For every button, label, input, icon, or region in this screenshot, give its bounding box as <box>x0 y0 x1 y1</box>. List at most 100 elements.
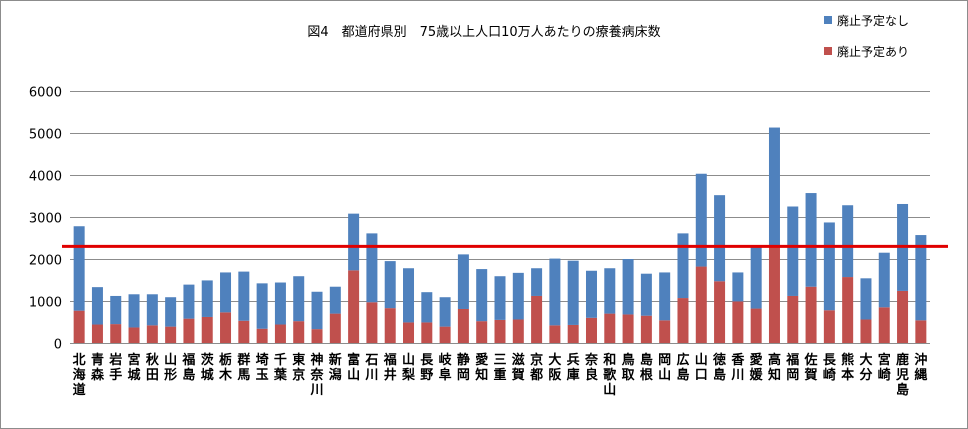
x-tick-label: 長崎 <box>823 353 837 383</box>
bar-closure-planned <box>220 312 232 343</box>
bar-closure-planned <box>183 318 195 343</box>
x-tick-label: 和歌山 <box>603 352 617 398</box>
y-tick-label: 2000 <box>29 254 62 269</box>
bar-no-closure-planned <box>274 282 286 325</box>
x-tick-label: 香川 <box>730 352 745 383</box>
bar-closure-planned <box>421 322 433 343</box>
bar-no-closure-planned <box>494 276 506 320</box>
x-tick-label: 栃木 <box>218 352 233 383</box>
x-tick-label: 静岡 <box>457 352 470 383</box>
bar-no-closure-planned <box>421 292 433 323</box>
x-tick-label: 青森 <box>91 352 105 383</box>
bar-no-closure-planned <box>183 284 195 319</box>
bar-closure-planned <box>531 295 543 343</box>
bar-no-closure-planned <box>768 127 780 246</box>
x-tick-label: 秋田 <box>146 352 160 383</box>
bar-no-closure-planned <box>476 269 488 322</box>
bar-closure-planned <box>165 326 177 343</box>
bar-no-closure-planned <box>549 258 561 326</box>
bar-no-closure-planned <box>439 297 451 327</box>
bar-closure-planned <box>567 324 579 343</box>
bar-no-closure-planned <box>512 272 524 320</box>
bar-no-closure-planned <box>256 283 268 329</box>
bar-closure-planned <box>860 319 872 343</box>
x-tick-label: 富山 <box>347 352 360 383</box>
bar-closure-planned <box>732 301 744 343</box>
x-tick-label: 奈良 <box>584 352 599 383</box>
bar-closure-planned <box>146 325 158 343</box>
x-tick-label: 岡山 <box>658 353 671 383</box>
y-tick-label: 0 <box>54 338 62 353</box>
bar-no-closure-planned <box>695 173 707 267</box>
y-tick-label: 3000 <box>29 212 62 227</box>
x-tick-label: 沖縄 <box>914 352 927 383</box>
x-tick-label: 熊本 <box>841 352 854 383</box>
x-tick-label: 愛媛 <box>749 352 764 383</box>
bar-no-closure-planned <box>531 268 543 296</box>
bar-closure-planned <box>768 245 780 343</box>
y-tick-label: 6000 <box>29 86 62 101</box>
bar-closure-planned <box>512 319 524 343</box>
bar-no-closure-planned <box>146 294 158 326</box>
x-tick-label: 神奈川 <box>310 352 325 398</box>
bar-closure-planned <box>640 315 652 343</box>
x-tick-label: 福島 <box>181 352 195 383</box>
bar-closure-planned <box>476 321 488 343</box>
bar-closure-planned <box>366 302 378 343</box>
bar-no-closure-planned <box>714 195 726 282</box>
x-tick-label: 佐賀 <box>804 352 818 383</box>
x-tick-label: 岐阜 <box>439 352 453 383</box>
bar-no-closure-planned <box>457 254 469 309</box>
x-axis: 北海道青森岩手宮城秋田山形福島茨城栃木群馬埼玉千葉東京神奈川新潟富山石川福井山梨… <box>73 352 928 398</box>
x-tick-label: 新潟 <box>329 352 342 383</box>
x-tick-label: 鹿児島 <box>895 352 909 398</box>
x-tick-label: 京都 <box>529 352 543 383</box>
bar-no-closure-planned <box>348 213 360 271</box>
bar-no-closure-planned <box>585 270 597 318</box>
x-tick-label: 千葉 <box>273 352 288 383</box>
bar-no-closure-planned <box>805 193 817 287</box>
bar-no-closure-planned <box>677 233 689 299</box>
x-tick-label: 山梨 <box>401 352 416 383</box>
bar-closure-planned <box>73 310 85 343</box>
x-tick-label: 島根 <box>640 352 654 383</box>
chart-title: 図4 都道府県別 75歳以上人口10万人あたりの療養病床数 <box>307 24 660 40</box>
bar-closure-planned <box>659 320 671 343</box>
bar-closure-planned <box>805 286 817 343</box>
bar-closure-planned <box>549 325 561 343</box>
bar-no-closure-planned <box>567 260 579 325</box>
bars <box>73 127 927 343</box>
bar-closure-planned <box>311 329 323 343</box>
bar-closure-planned <box>274 324 286 343</box>
x-tick-label: 北海道 <box>73 353 86 398</box>
bar-closure-planned <box>604 313 616 343</box>
x-tick-label: 三重 <box>493 353 506 383</box>
bar-no-closure-planned <box>750 246 762 309</box>
x-tick-label: 長野 <box>420 353 434 383</box>
x-tick-label: 東京 <box>292 352 305 383</box>
gridlines <box>70 91 930 344</box>
bar-no-closure-planned <box>384 261 396 309</box>
bar-no-closure-planned <box>842 205 854 278</box>
x-tick-label: 広島 <box>676 352 689 383</box>
bar-no-closure-planned <box>73 226 85 311</box>
bar-no-closure-planned <box>293 276 305 322</box>
x-tick-label: 福井 <box>383 352 397 383</box>
x-tick-label: 茨城 <box>201 352 215 383</box>
legend-swatch-closure <box>824 47 832 55</box>
bar-no-closure-planned <box>860 278 872 320</box>
bar-no-closure-planned <box>329 286 341 314</box>
x-tick-label: 埼玉 <box>256 352 269 383</box>
bar-closure-planned <box>695 266 707 343</box>
bar-no-closure-planned <box>128 294 140 328</box>
legend: 廃止予定なし 廃止予定あり <box>824 13 909 59</box>
bar-no-closure-planned <box>915 235 927 321</box>
x-tick-label: 山口 <box>695 352 708 383</box>
x-tick-label: 兵庫 <box>567 352 580 383</box>
bar-no-closure-planned <box>622 259 634 315</box>
bar-no-closure-planned <box>787 206 799 296</box>
y-tick-label: 1000 <box>29 296 62 311</box>
x-tick-label: 滋賀 <box>511 352 525 383</box>
x-tick-label: 石川 <box>364 353 378 383</box>
legend-swatch-no-closure <box>824 16 832 24</box>
